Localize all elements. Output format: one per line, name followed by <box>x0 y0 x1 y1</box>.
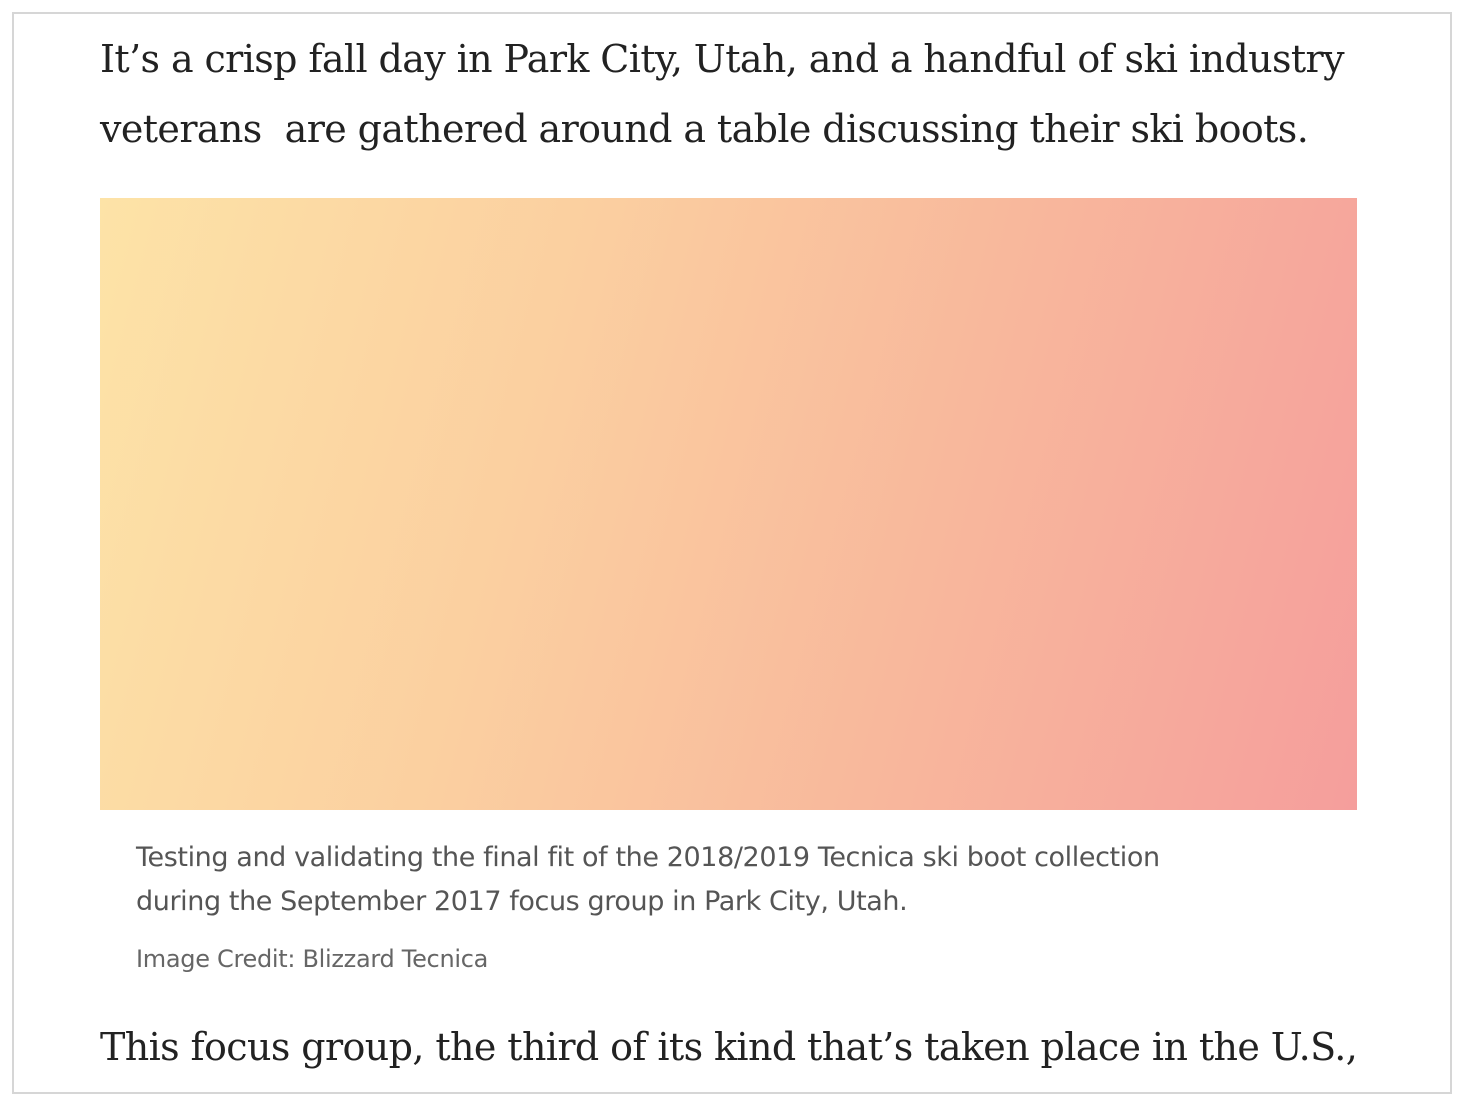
intro-line-1: It’s a crisp fall day in Park City, Utah… <box>100 37 1345 81</box>
next-paragraph: This focus group, the third of its kind … <box>100 1025 1358 1069</box>
article-frame: It’s a crisp fall day in Park City, Utah… <box>12 12 1452 1094</box>
image-caption: Testing and validating the final fit of … <box>136 836 1286 924</box>
caption-line-2: during the September 2017 focus group in… <box>136 886 908 917</box>
intro-line-2: veterans are gathered around a table dis… <box>100 107 1309 151</box>
intro-paragraph: It’s a crisp fall day in Park City, Utah… <box>100 24 1360 164</box>
image-credit: Image Credit: Blizzard Tecnica <box>136 945 489 973</box>
article-image <box>100 198 1357 810</box>
caption-line-1: Testing and validating the final fit of … <box>136 842 1160 873</box>
